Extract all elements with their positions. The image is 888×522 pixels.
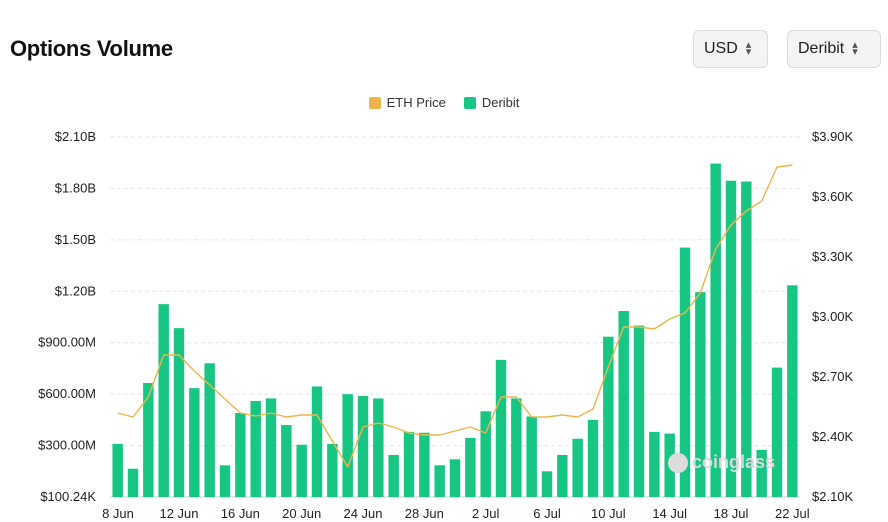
bar-deribit [587, 419, 599, 497]
bar-deribit [465, 437, 476, 497]
bar-deribit [495, 359, 507, 497]
x-tick-label: 18 Jul [714, 506, 749, 521]
chevron-up-down-icon: ▴ ▾ [852, 39, 858, 58]
bar-deribit [771, 367, 783, 497]
y-right-tick-label: $3.60K [812, 189, 854, 204]
bar-deribit [787, 285, 798, 497]
exchange-select-value: Deribit [798, 40, 845, 57]
bar-deribit [649, 431, 660, 497]
x-tick-label: 2 Jul [472, 506, 500, 521]
bar-deribit [756, 449, 767, 497]
bar-deribit [434, 465, 445, 497]
bar-deribit [526, 416, 537, 497]
bar-deribit [403, 431, 415, 497]
bar-deribit [281, 425, 292, 497]
exchange-select[interactable]: Deribit ▴ ▾ [787, 30, 881, 68]
x-tick-label: 16 Jun [221, 506, 260, 521]
bar-deribit [419, 432, 430, 497]
line-eth-price [117, 164, 793, 468]
x-tick-label: 12 Jun [159, 506, 198, 521]
bar-deribit [557, 455, 568, 497]
y-left-tick-label: $1.20B [55, 283, 96, 298]
bar-deribit [219, 465, 231, 497]
currency-select-value: USD [704, 40, 738, 57]
y-left-tick-label: $2.10B [55, 129, 96, 144]
bar-deribit [173, 328, 185, 497]
coinglass-watermark: coinglass [668, 452, 775, 473]
bar-deribit [572, 438, 583, 497]
bar-deribit [603, 336, 614, 497]
y-left-tick-label: $900.00M [38, 335, 96, 350]
currency-select[interactable]: USD ▴ ▾ [693, 30, 768, 68]
x-tick-label: 20 Jun [282, 506, 321, 521]
bar-deribit [143, 383, 154, 497]
bar-deribit [311, 386, 323, 497]
bar-deribit [235, 413, 246, 497]
bar-deribit [189, 388, 200, 497]
y-right-tick-label: $3.00K [812, 309, 854, 324]
x-tick-label: 24 Jun [343, 506, 382, 521]
legend-item-eth-price[interactable]: ETH Price [368, 95, 446, 110]
bar-deribit [158, 304, 169, 497]
bar-deribit [250, 401, 261, 497]
bar-deribit [618, 311, 629, 497]
chevron-up-down-icon: ▴ ▾ [745, 39, 752, 58]
y-left-tick-label: $300.00M [38, 438, 96, 453]
page-title: Options Volume [10, 36, 173, 61]
bar-deribit [327, 443, 338, 497]
bar-deribit [679, 247, 691, 497]
watermark-text: coinglass [692, 452, 776, 472]
y-left-tick-label: $1.50B [55, 232, 96, 247]
bar-deribit [695, 292, 706, 497]
legend-label-eth-price: ETH Price [386, 95, 446, 110]
bar-deribit [633, 325, 645, 497]
bar-deribit [710, 163, 721, 497]
bar-deribit [127, 468, 139, 497]
x-tick-label: 6 Jul [533, 506, 561, 521]
bar-deribit [449, 459, 461, 497]
x-tick-label: 8 Jun [102, 506, 134, 521]
bar-deribit [511, 398, 522, 497]
y-left-tick-label: $600.00M [38, 386, 96, 401]
bar-deribit [296, 444, 307, 497]
y-right-tick-label: $2.10K [812, 489, 854, 504]
y-right-tick-label: $2.40K [812, 429, 854, 444]
y-right-tick-label: $3.90K [812, 129, 854, 144]
x-tick-label: 14 Jul [652, 506, 687, 521]
legend-item-deribit[interactable]: Deribit [463, 95, 520, 110]
y-left-tick-label: $100.24K [40, 489, 96, 504]
chart-legend: ETH Price Deribit [0, 95, 888, 110]
coinglass-logo-icon [668, 452, 688, 473]
bar-deribit [541, 471, 553, 497]
bar-deribit [357, 395, 369, 497]
bar-deribit [741, 181, 752, 498]
legend-swatch-eth-price [368, 96, 381, 109]
x-tick-label: 28 Jun [405, 506, 444, 521]
x-tick-label: 22 Jul [775, 506, 810, 521]
bar-deribit [480, 411, 491, 497]
y-right-tick-label: $2.70K [812, 369, 854, 384]
bar-deribit [265, 398, 277, 497]
y-right-tick-label: $3.30K [812, 249, 854, 264]
bar-deribit [112, 443, 123, 497]
bar-deribit [388, 455, 399, 497]
bar-deribit [204, 363, 215, 497]
x-tick-label: 10 Jul [591, 506, 626, 521]
bar-deribit [373, 398, 384, 497]
legend-swatch-deribit [463, 96, 476, 109]
bar-deribit [342, 394, 353, 497]
y-left-tick-label: $1.80B [55, 180, 96, 195]
legend-label-deribit: Deribit [481, 95, 520, 110]
bar-deribit [725, 180, 737, 497]
